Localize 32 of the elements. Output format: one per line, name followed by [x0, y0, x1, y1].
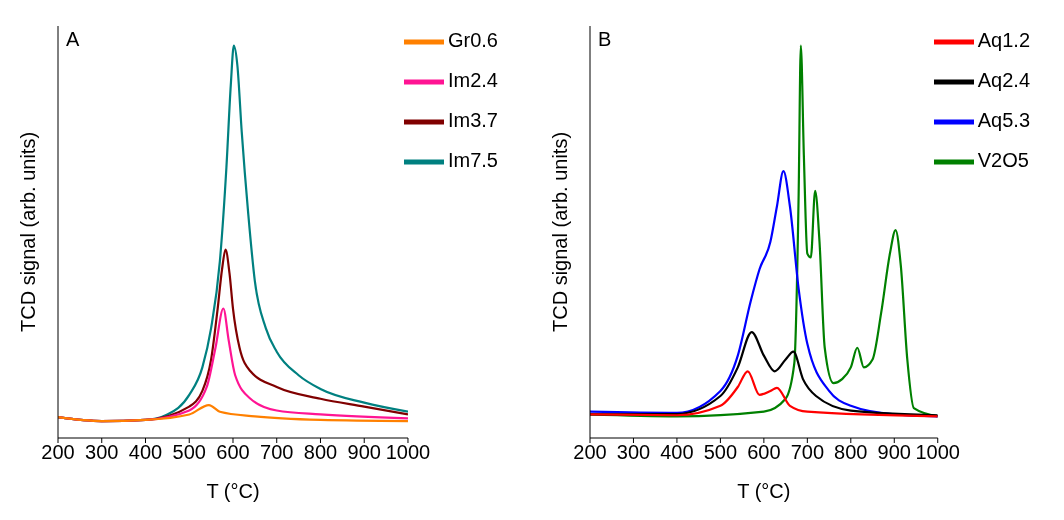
legend-label: Im3.7	[447, 109, 498, 132]
x-tick-label: 800	[834, 441, 868, 464]
annotation: A	[66, 28, 80, 51]
x-tick-label: 500	[172, 441, 206, 464]
x-axis-title: T (°C)	[206, 480, 260, 502]
x-tick-label: 600	[747, 441, 781, 464]
x-tick-label: 1000	[385, 441, 431, 464]
legend-label: Gr0.6	[447, 29, 498, 52]
x-tick-label: 200	[573, 441, 607, 464]
x-tick-label: 700	[790, 441, 825, 464]
y-axis-title: TCD signal (arb. units)	[17, 131, 40, 332]
x-tick-label: 400	[660, 441, 694, 464]
x-axis-title: T (°C)	[737, 480, 791, 502]
legend-label: Aq5.3	[977, 109, 1030, 132]
x-tick-label: 900	[877, 441, 911, 464]
legend-label: Aq1.2	[977, 29, 1030, 52]
legend-label: V2O5	[977, 149, 1029, 172]
legend-label: Im2.4	[447, 69, 498, 92]
legend-label: Aq2.4	[977, 69, 1030, 92]
x-tick-label: 200	[41, 441, 75, 464]
x-tick-label: 300	[85, 441, 119, 464]
x-tick-label: 1000	[915, 441, 960, 464]
annotation: B	[598, 28, 612, 51]
x-tick-label: 900	[347, 441, 381, 464]
x-tick-label: 800	[303, 441, 338, 464]
x-tick-label: 500	[703, 441, 738, 464]
x-tick-label: 400	[128, 441, 163, 464]
x-tick-label: 700	[260, 441, 294, 464]
legend-label: Im7.5	[447, 149, 498, 172]
x-tick-label: 300	[616, 441, 651, 464]
x-tick-label: 600	[216, 441, 250, 464]
y-axis-title: TCD signal (arb. units)	[549, 131, 572, 332]
